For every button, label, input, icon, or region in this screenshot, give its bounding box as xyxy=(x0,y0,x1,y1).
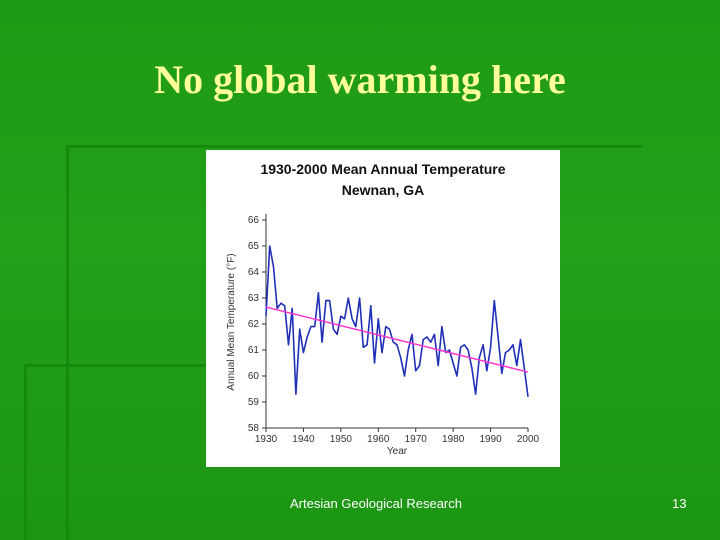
y-tick-label: 63 xyxy=(248,293,260,304)
page-number: 13 xyxy=(672,496,687,511)
temperature-series-line xyxy=(265,245,529,397)
y-tick-label: 64 xyxy=(248,267,260,278)
trend-line xyxy=(265,306,529,373)
x-tick-label: 1990 xyxy=(479,434,502,445)
chart-panel: 1930-2000 Mean Annual Temperature Newnan… xyxy=(206,150,560,467)
y-tick-label: 60 xyxy=(248,371,260,382)
y-axis-label: Annual Mean Temperature (°F) xyxy=(226,253,237,390)
chart-subtitle: Newnan, GA xyxy=(342,182,424,198)
chart-title: 1930-2000 Mean Annual Temperature xyxy=(260,161,505,177)
temperature-chart: 1930-2000 Mean Annual Temperature Newnan… xyxy=(226,161,540,457)
decorative-line-top xyxy=(66,145,642,148)
y-tick-label: 61 xyxy=(248,345,260,356)
y-tick-label: 66 xyxy=(248,215,260,226)
decorative-line-lower-left xyxy=(24,364,27,540)
decorative-line-lower xyxy=(24,364,224,367)
footer-text: Artesian Geological Research xyxy=(290,496,462,511)
x-tick-label: 1930 xyxy=(255,434,278,445)
decorative-line-left xyxy=(66,145,69,540)
y-tick-label: 62 xyxy=(248,319,260,330)
x-tick-label: 2000 xyxy=(517,434,540,445)
x-tick-label: 1940 xyxy=(292,434,315,445)
y-tick-label: 58 xyxy=(248,423,260,434)
x-tick-label: 1980 xyxy=(442,434,465,445)
x-axis-label: Year xyxy=(387,446,408,457)
y-tick-label: 59 xyxy=(248,397,260,408)
y-tick-label: 65 xyxy=(248,241,260,252)
x-tick-label: 1960 xyxy=(367,434,390,445)
slide-title: No global warming here xyxy=(154,57,566,102)
x-tick-label: 1950 xyxy=(330,434,353,445)
x-tick-label: 1970 xyxy=(405,434,428,445)
